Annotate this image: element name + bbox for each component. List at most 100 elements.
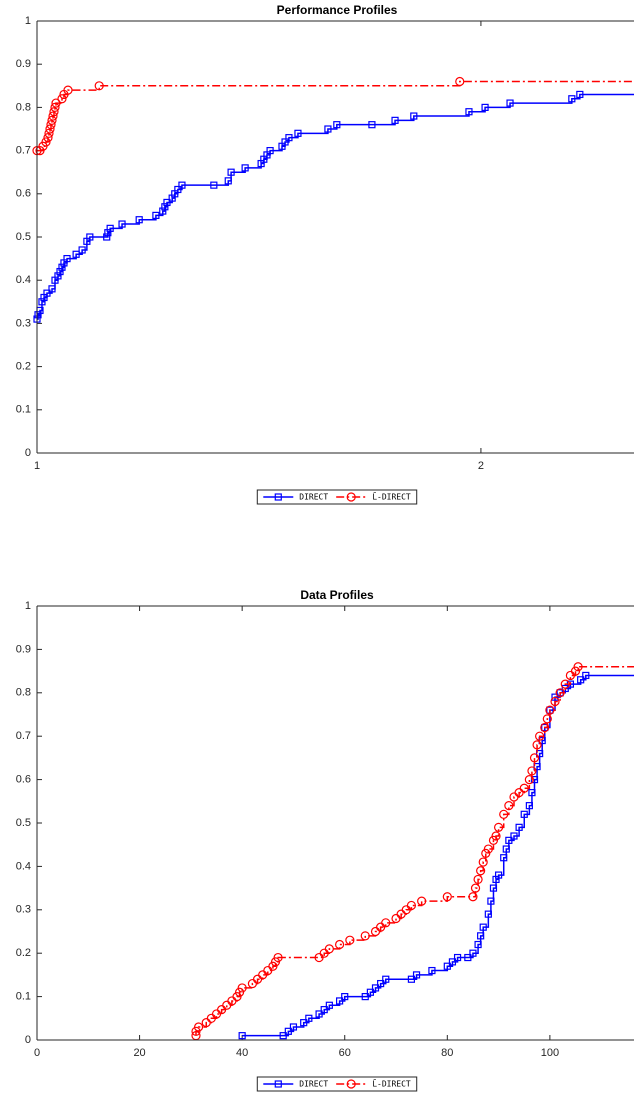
- legend-label: L̄-DIRECT: [372, 491, 411, 501]
- marker: [78, 246, 86, 254]
- marker: [50, 102, 60, 113]
- marker: [504, 801, 514, 811]
- marker: [103, 233, 111, 241]
- legend-marker: [274, 1080, 282, 1088]
- marker: [540, 722, 550, 733]
- y-tick-label: 0.9: [16, 643, 31, 655]
- x-tick-label: 80: [441, 1047, 453, 1059]
- marker: [377, 979, 385, 988]
- marker: [573, 662, 583, 672]
- marker: [489, 884, 498, 892]
- marker: [479, 923, 487, 931]
- x-tick-label: 20: [133, 1047, 145, 1059]
- marker: [382, 975, 390, 983]
- legend-marker: [346, 1079, 356, 1089]
- marker: [300, 1019, 308, 1027]
- marker: [360, 931, 370, 941]
- series-line: [242, 674, 634, 1037]
- marker: [528, 789, 536, 797]
- marker: [238, 1032, 246, 1040]
- marker: [406, 900, 417, 911]
- marker: [483, 844, 493, 854]
- marker: [542, 714, 552, 724]
- y-tick-label: 0.1: [16, 991, 31, 1003]
- marker: [45, 124, 55, 134]
- legend-label: DIRECT: [299, 1080, 328, 1089]
- y-tick-label: 0.4: [16, 274, 31, 286]
- marker: [535, 731, 545, 741]
- marker: [241, 164, 249, 172]
- y-tick-label: 0.6: [16, 188, 31, 200]
- marker: [174, 185, 182, 194]
- marker: [289, 1023, 298, 1031]
- marker: [46, 120, 56, 130]
- marker: [484, 910, 492, 918]
- marker: [469, 949, 477, 957]
- marker: [49, 107, 59, 117]
- marker: [118, 220, 126, 228]
- y-tick-label: 0.2: [16, 361, 31, 373]
- marker: [285, 134, 293, 142]
- marker: [58, 263, 66, 271]
- legend-label: L̄-DIRECT: [372, 1078, 411, 1088]
- marker: [284, 1027, 292, 1035]
- marker: [561, 684, 569, 693]
- marker: [494, 871, 503, 879]
- y-tick-label: 0.5: [16, 817, 31, 829]
- marker: [54, 272, 62, 280]
- marker: [152, 211, 160, 219]
- plot-area: [37, 21, 634, 453]
- marker: [524, 774, 534, 785]
- marker: [324, 944, 334, 954]
- marker: [178, 181, 186, 189]
- marker: [56, 267, 64, 276]
- marker: [38, 298, 46, 306]
- chart-title: Performance Profiles: [277, 3, 398, 17]
- marker: [529, 753, 540, 763]
- marker: [520, 810, 528, 818]
- marker: [506, 99, 514, 107]
- marker: [448, 958, 457, 966]
- marker: [163, 198, 171, 207]
- marker: [481, 103, 489, 112]
- marker: [341, 992, 349, 1001]
- y-tick-label: 0: [25, 447, 31, 459]
- marker: [465, 108, 473, 116]
- y-tick-label: 0.1: [16, 404, 31, 416]
- marker: [345, 935, 355, 945]
- x-tick-label: 0: [34, 1047, 40, 1059]
- marker: [161, 203, 169, 211]
- marker: [273, 952, 283, 963]
- marker: [104, 229, 112, 237]
- marker: [550, 696, 560, 707]
- marker: [499, 809, 509, 819]
- marker: [159, 207, 167, 215]
- marker: [368, 121, 376, 129]
- marker: [106, 224, 114, 232]
- marker: [44, 128, 54, 138]
- marker: [237, 983, 247, 993]
- marker: [493, 822, 504, 832]
- marker: [47, 115, 57, 125]
- marker: [476, 866, 486, 876]
- marker: [333, 121, 341, 129]
- y-tick-label: 0.8: [16, 687, 31, 699]
- y-tick-label: 0.3: [16, 904, 31, 916]
- marker: [455, 76, 465, 87]
- marker: [391, 116, 399, 124]
- y-tick-label: 0.5: [16, 231, 31, 243]
- marker: [464, 953, 472, 962]
- marker: [407, 975, 416, 983]
- marker: [279, 1032, 287, 1040]
- legend: DIRECT L̄-DIRECT: [256, 1076, 418, 1092]
- marker: [545, 705, 555, 715]
- y-tick-label: 0.4: [16, 860, 31, 872]
- marker: [43, 133, 53, 143]
- marker: [135, 216, 143, 224]
- plot-area: [37, 606, 634, 1040]
- marker: [48, 285, 56, 293]
- marker: [568, 95, 576, 103]
- marker: [210, 181, 218, 189]
- plot-group: Data Profiles 0 0.1 0.2 0.3 0.4 0.5 0.6 0.7 0.8 0.…: [16, 588, 634, 1059]
